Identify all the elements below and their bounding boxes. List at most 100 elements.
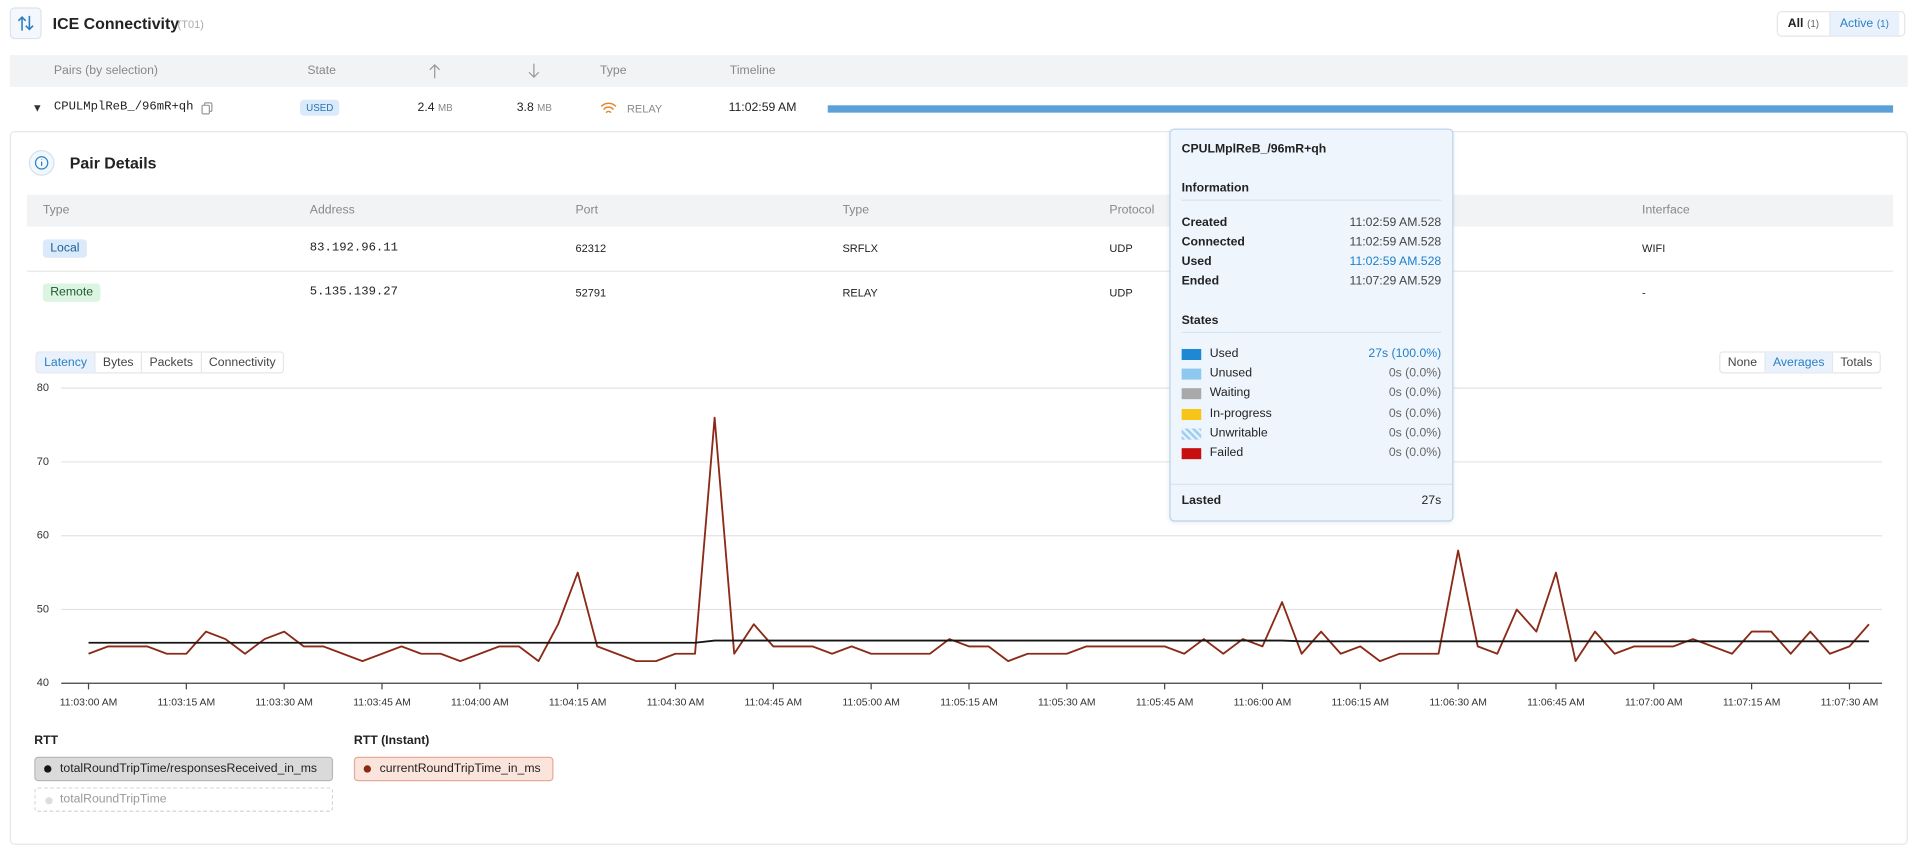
sent-bytes: 2.4 MB [418, 101, 453, 114]
y-tick-label: 80 [37, 382, 49, 394]
cell: RELAY [842, 286, 878, 299]
info-label: Connected [1181, 235, 1245, 250]
filter-count: (1) [1876, 18, 1889, 30]
cell: WIFI [1642, 242, 1666, 255]
panel-title: Pair Details [69, 153, 157, 173]
legend-item[interactable]: currentRoundTripTime_in_ms [353, 756, 554, 782]
state-value: 0s (0.0%) [1388, 386, 1442, 401]
info-label: Created [1181, 216, 1228, 230]
cell: 83.192.96.11 [309, 241, 398, 256]
state-value: 0s (0.0%) [1388, 406, 1442, 421]
info-value: 11:02:59 AM.528 [1349, 216, 1442, 230]
filter-button[interactable]: All (1) [1778, 12, 1829, 35]
metric-tabs: Latency Bytes Packets Connectivity [35, 351, 285, 374]
tab[interactable]: Latency [36, 352, 95, 373]
tooltip-heading: States [1181, 314, 1219, 328]
legend-label: totalRoundTripTime [60, 792, 167, 807]
column-header: Port [575, 203, 598, 218]
filter-count: (1) [1807, 18, 1820, 30]
x-tick-label: 11:06:15 AM [1332, 697, 1390, 708]
state-value: 0s (0.0%) [1388, 446, 1442, 460]
column-header: Type [42, 203, 70, 218]
timeline-bar [827, 105, 1894, 113]
legend-item[interactable]: totalRoundTripTime/responsesReceived_in_… [34, 756, 334, 782]
column-header: Address [309, 203, 355, 218]
tab[interactable]: Bytes [94, 352, 141, 373]
filter-label: All [1787, 17, 1804, 31]
filter-button[interactable]: Active (1) [1828, 12, 1899, 36]
legend-group-title: RTT [34, 734, 59, 748]
x-tick-label: 11:04:15 AM [549, 697, 607, 708]
pair-details-panel [9, 131, 1908, 845]
tab[interactable]: Packets [140, 352, 200, 373]
app-icon [9, 7, 42, 40]
info-label: Ended [1181, 274, 1220, 289]
tab[interactable]: Totals [1831, 352, 1880, 373]
column-header: Pairs (by selection) [53, 64, 158, 78]
y-tick-label: 60 [37, 530, 49, 542]
swap-icon [17, 15, 34, 31]
pair-time: 11:02:59 AM [728, 101, 797, 115]
cell: - [1642, 286, 1646, 299]
row-divider [26, 270, 1894, 272]
tab[interactable]: Connectivity [200, 352, 283, 373]
pair-tooltip: CPULMplReB_/96mR+qh Information States L… [1169, 128, 1454, 522]
expand-toggle[interactable]: ▼ [31, 101, 43, 114]
tooltip-title: CPULMplReB_/96mR+qh [1181, 142, 1327, 157]
divider [1170, 483, 1453, 485]
pair-id: CPULMplReB_/96mR+qh [53, 101, 194, 115]
sent-value: 2.4 [417, 101, 435, 115]
cell: SRFLX [842, 242, 878, 255]
x-tick-label: 11:03:00 AM [60, 697, 118, 708]
state-value: 0s (0.0%) [1388, 426, 1442, 440]
received-unit: MB [537, 102, 552, 114]
wifi-icon [600, 102, 617, 114]
legend-group-title: RTT (Instant) [353, 734, 430, 748]
x-tick-label: 11:03:15 AM [158, 697, 216, 708]
filter-group: All (1) Active (1) [1776, 11, 1906, 37]
info-value: 11:02:59 AM.528 [1349, 235, 1442, 250]
cell: UDP [1109, 242, 1133, 255]
cell: 62312 [575, 242, 607, 255]
state-value: 27s (100.0%) [1368, 347, 1442, 361]
state-label: Waiting [1209, 386, 1251, 401]
x-tick-label: 11:07:00 AM [1625, 697, 1683, 708]
pair-type: RELAY [626, 102, 663, 116]
lasted-value: 27s [1421, 494, 1442, 508]
state-label: Unwritable [1209, 426, 1268, 440]
state-badge: USED [300, 99, 340, 116]
table-header [9, 55, 1908, 87]
x-tick-label: 11:06:30 AM [1429, 697, 1487, 708]
info-label: Used [1181, 255, 1212, 269]
column-header: Timeline [729, 64, 776, 78]
tab[interactable]: Averages [1764, 352, 1832, 373]
legend-item[interactable]: totalRoundTripTime [34, 787, 334, 812]
column-header: Type [600, 64, 627, 78]
x-tick-label: 11:05:15 AM [940, 697, 998, 708]
legend-dot [45, 797, 53, 805]
info-value: 11:02:59 AM.528 [1349, 255, 1442, 269]
x-tick-label: 11:04:30 AM [647, 697, 705, 708]
legend-dot [363, 765, 372, 773]
state-label: Failed [1209, 446, 1244, 460]
x-tick-label: 11:05:45 AM [1136, 697, 1194, 708]
state-swatch [1181, 428, 1202, 440]
state-value: 0s (0.0%) [1388, 366, 1442, 381]
info-value: 11:07:29 AM.529 [1349, 274, 1442, 289]
state-swatch [1181, 348, 1202, 361]
x-tick-label: 11:04:00 AM [451, 697, 509, 708]
tab[interactable]: None [1727, 355, 1758, 370]
page-title: ICE Connectivity [52, 14, 180, 33]
series-line [88, 416, 1870, 663]
series-line [88, 639, 1869, 644]
page-subtitle: (T01) [177, 18, 204, 31]
copy-icon[interactable] [201, 102, 213, 115]
mode-tabs: None Averages Totals [1719, 351, 1881, 374]
divider [1181, 331, 1442, 334]
x-tick-label: 11:06:45 AM [1527, 697, 1585, 708]
x-tick-label: 11:05:00 AM [842, 697, 900, 708]
x-tick-label: 11:07:15 AM [1723, 697, 1781, 708]
state-label: Used [1209, 347, 1239, 361]
legend-dot [44, 765, 52, 773]
